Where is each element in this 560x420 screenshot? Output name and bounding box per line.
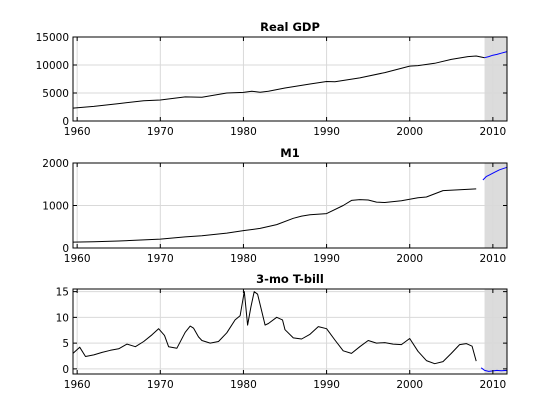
series-forecast — [484, 51, 508, 59]
axes-frame — [72, 288, 508, 375]
y-tick-label: 5000 — [42, 88, 69, 100]
plot-area — [73, 37, 507, 121]
y-tick-label: 1000 — [42, 201, 69, 213]
panel-3-mo-t-bill: 1960 1970 1980 1990 2000 2010 0 5 10 15 3-mo T-bil… — [56, 272, 508, 391]
x-tick-label: 1980 — [230, 253, 257, 265]
x-tick-label: 1960 — [64, 126, 91, 138]
y-tick-label: 10 — [56, 312, 69, 324]
x-tick-label: 2000 — [396, 126, 423, 138]
x-tick-label: 2000 — [396, 379, 423, 391]
x-tick-label: 1970 — [147, 253, 174, 265]
panel-title: Real GDP — [260, 20, 320, 34]
x-tick-label: 2010 — [479, 379, 506, 391]
tick-marks — [73, 162, 507, 249]
tick-marks — [73, 36, 507, 122]
panel-title: M1 — [280, 146, 299, 160]
axes-frame — [72, 36, 508, 122]
x-tick-label: 1970 — [147, 379, 174, 391]
y-tick-label: 5 — [62, 338, 69, 350]
shaded-region — [484, 289, 507, 374]
shaded-region — [484, 37, 507, 121]
series-forecast — [482, 166, 508, 181]
x-tick-label: 2010 — [479, 126, 506, 138]
y-tick-label: 15000 — [36, 32, 69, 44]
panel-real-gdp: 1960 1970 1980 1990 2000 2010 0 5000 10000 15000 R… — [36, 20, 508, 138]
x-tick-label: 1980 — [230, 379, 257, 391]
tick-marks — [73, 289, 507, 374]
plot-area — [73, 289, 507, 374]
y-tick-label: 10000 — [36, 60, 69, 72]
y-tick-label: 0 — [62, 243, 69, 255]
y-tick-label: 0 — [62, 116, 69, 128]
panel-title: 3-mo T-bill — [256, 272, 324, 286]
y-tick-label: 0 — [62, 364, 69, 376]
x-tick-label: 1960 — [64, 379, 91, 391]
x-tick-label: 1990 — [313, 379, 340, 391]
y-tick-label: 2000 — [42, 158, 69, 170]
x-tick-label: 2010 — [479, 253, 506, 265]
x-tick-label: 1990 — [313, 126, 340, 138]
x-tick-label: 1970 — [147, 126, 174, 138]
x-tick-label: 1990 — [313, 253, 340, 265]
x-tick-label: 1980 — [230, 126, 257, 138]
x-tick-label: 1960 — [64, 253, 91, 265]
x-tick-label: 2000 — [396, 253, 423, 265]
panel-m1: 1960 1970 1980 1990 2000 2010 0 1000 2000 M1 — [42, 146, 508, 265]
grid — [73, 289, 507, 374]
series-historical — [72, 188, 477, 243]
series-historical — [72, 291, 477, 365]
series-historical — [72, 55, 485, 109]
y-tick-label: 15 — [56, 287, 69, 299]
